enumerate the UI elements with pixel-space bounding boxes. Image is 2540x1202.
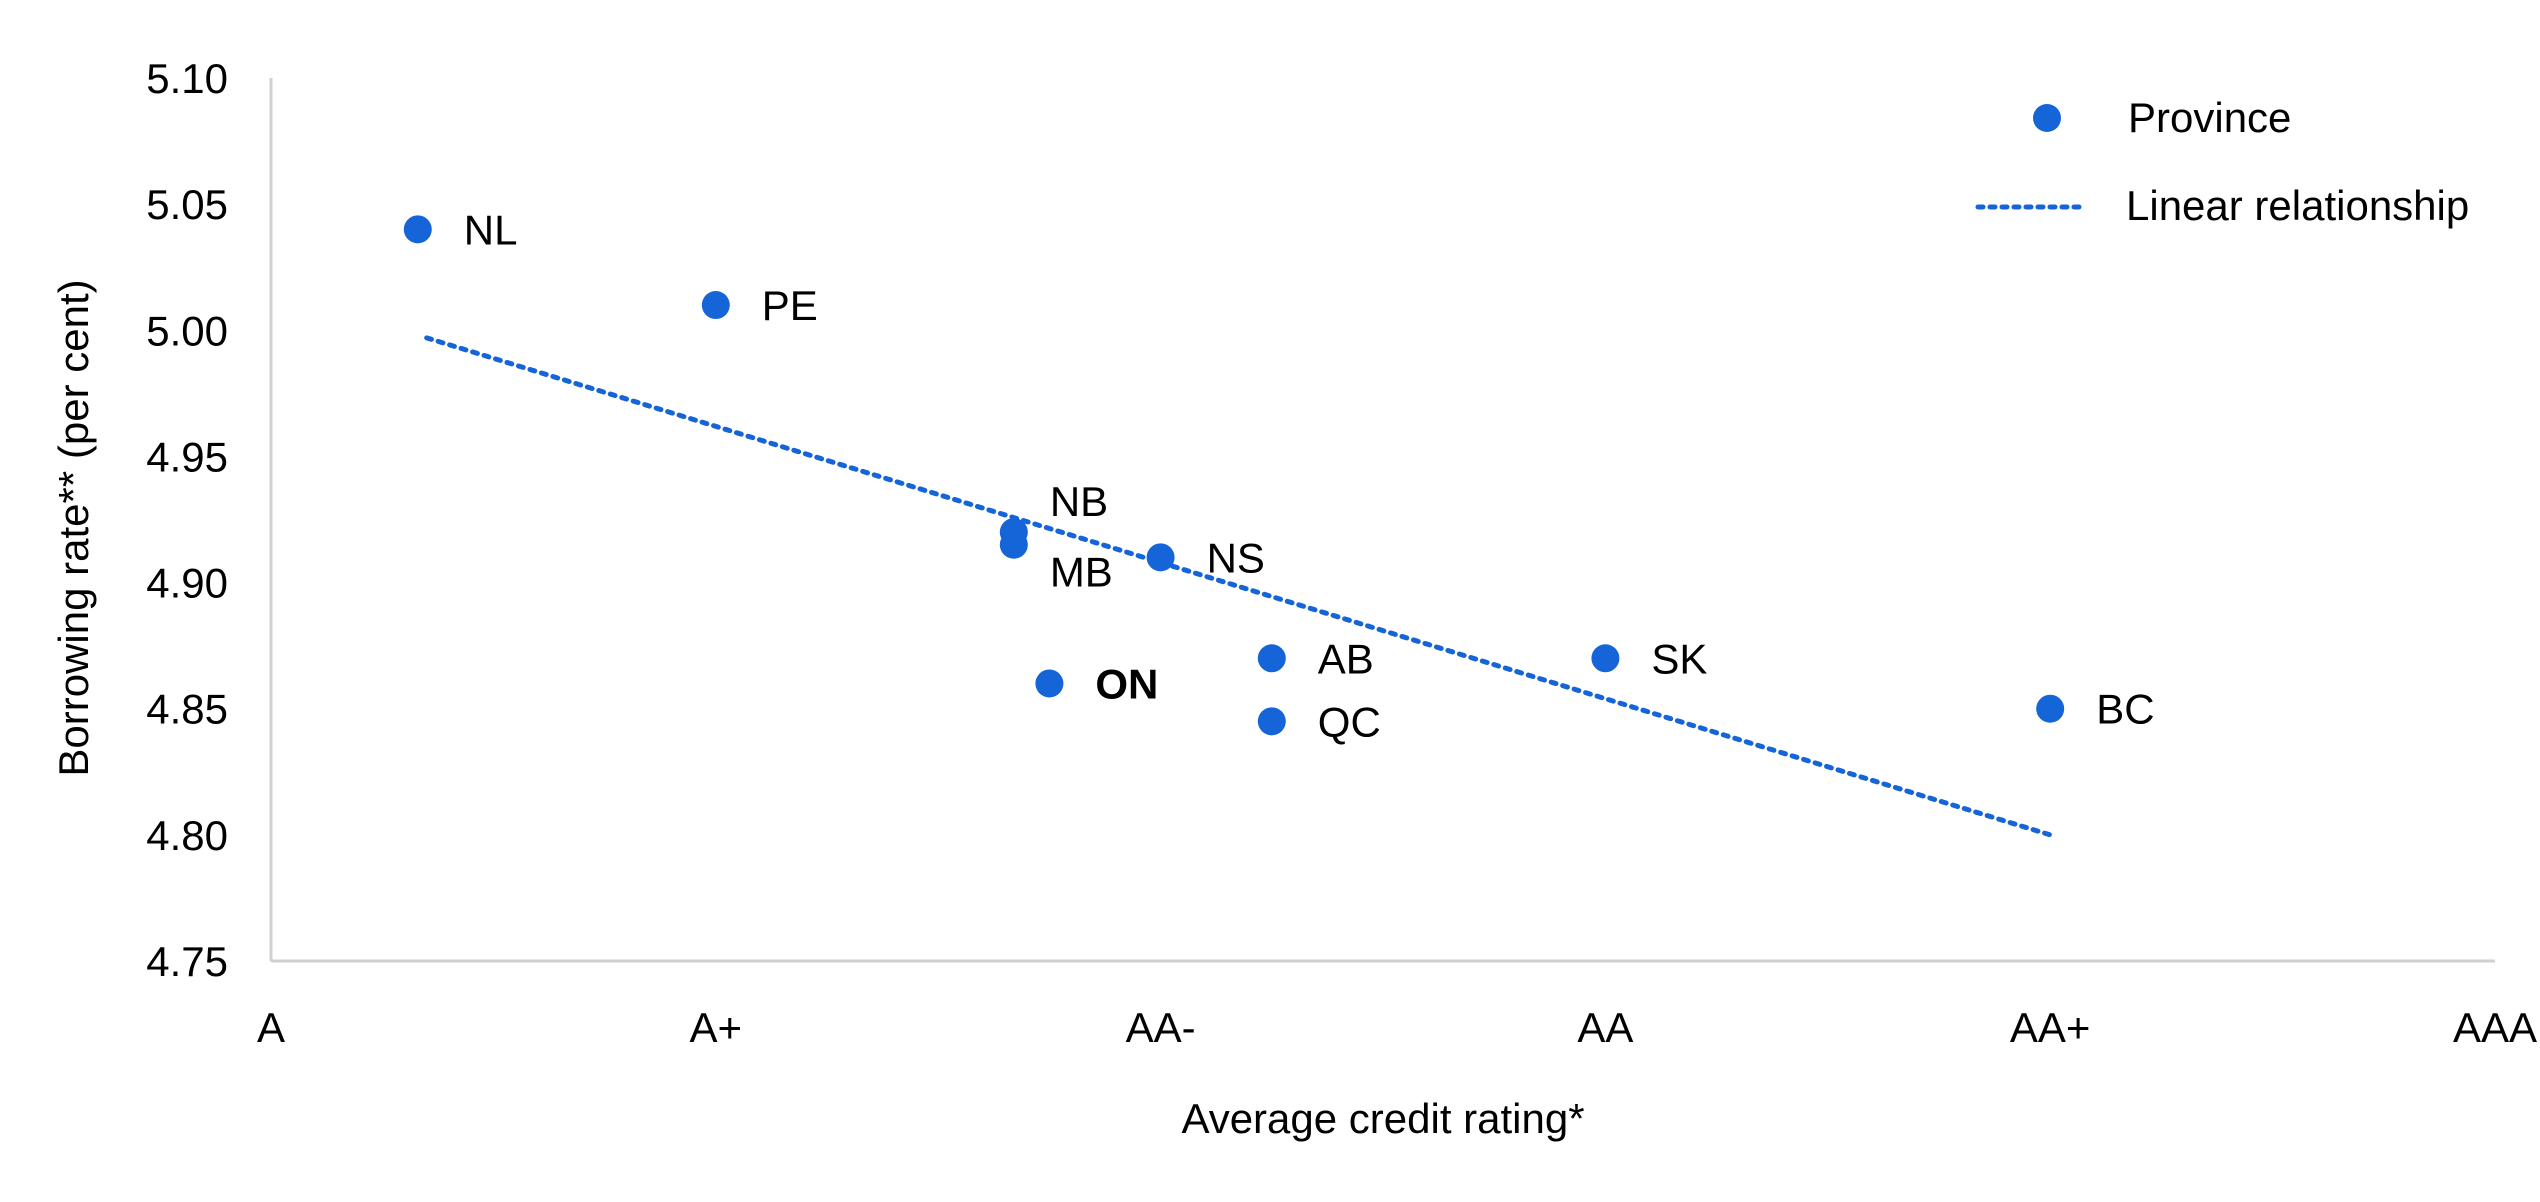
point-label-mb: MB bbox=[1050, 549, 1113, 596]
legend-marker-province bbox=[2033, 104, 2061, 132]
point-label-ns: NS bbox=[1207, 534, 1265, 581]
data-points bbox=[403, 215, 2065, 736]
x-tick-label: AAA bbox=[2453, 1004, 2537, 1051]
x-tick-label: A bbox=[257, 1004, 285, 1051]
x-tick-label: AA bbox=[1577, 1004, 1633, 1051]
data-point-qc bbox=[1257, 707, 1286, 736]
data-point-pe bbox=[701, 291, 730, 320]
x-tick-label: AA+ bbox=[2010, 1004, 2091, 1051]
data-point-ab bbox=[1257, 644, 1286, 673]
x-tick-label: A+ bbox=[690, 1004, 743, 1051]
x-axis-title: Average credit rating* bbox=[1181, 1095, 1584, 1142]
x-tick-labels: A A+ AA- AA AA+ AAA bbox=[257, 1004, 2537, 1051]
point-label-qc: QC bbox=[1318, 698, 1381, 745]
point-label-ab: AB bbox=[1318, 635, 1374, 682]
y-tick-label: 4.75 bbox=[146, 938, 228, 985]
point-label-pe: PE bbox=[762, 282, 818, 329]
y-axis-title: Borrowing rate** (per cent) bbox=[50, 279, 97, 776]
point-label-nb: NB bbox=[1050, 478, 1108, 525]
point-label-bc: BC bbox=[2096, 686, 2154, 733]
point-labels: NL PE NB MB ON NS AB QC SK BC bbox=[464, 206, 2155, 745]
y-tick-label: 4.85 bbox=[146, 686, 228, 733]
data-point-bc bbox=[2036, 694, 2065, 723]
data-point-mb bbox=[999, 530, 1028, 559]
data-point-nl bbox=[403, 215, 432, 244]
data-point-on bbox=[1035, 669, 1064, 698]
point-label-sk: SK bbox=[1651, 635, 1707, 682]
legend: Province Linear relationship bbox=[1975, 94, 2469, 229]
y-tick-label: 5.10 bbox=[146, 55, 228, 102]
data-point-ns bbox=[1146, 543, 1175, 572]
y-tick-label: 4.80 bbox=[146, 812, 228, 859]
axes bbox=[269, 78, 2495, 963]
trend-line bbox=[424, 335, 2053, 838]
point-label-on: ON bbox=[1095, 660, 1158, 707]
y-tick-label: 5.00 bbox=[146, 307, 228, 354]
trendline-layer bbox=[424, 335, 2053, 838]
y-tick-label: 4.95 bbox=[146, 433, 228, 480]
y-tick-labels: 4.75 4.80 4.85 4.90 4.95 5.00 5.05 5.10 bbox=[146, 55, 228, 985]
point-label-nl: NL bbox=[464, 206, 518, 253]
legend-label-trend: Linear relationship bbox=[2126, 182, 2469, 229]
y-tick-label: 5.05 bbox=[146, 181, 228, 228]
legend-label-province: Province bbox=[2128, 94, 2291, 141]
data-point-sk bbox=[1591, 644, 1620, 673]
y-tick-label: 4.90 bbox=[146, 560, 228, 607]
x-tick-label: AA- bbox=[1126, 1004, 1196, 1051]
